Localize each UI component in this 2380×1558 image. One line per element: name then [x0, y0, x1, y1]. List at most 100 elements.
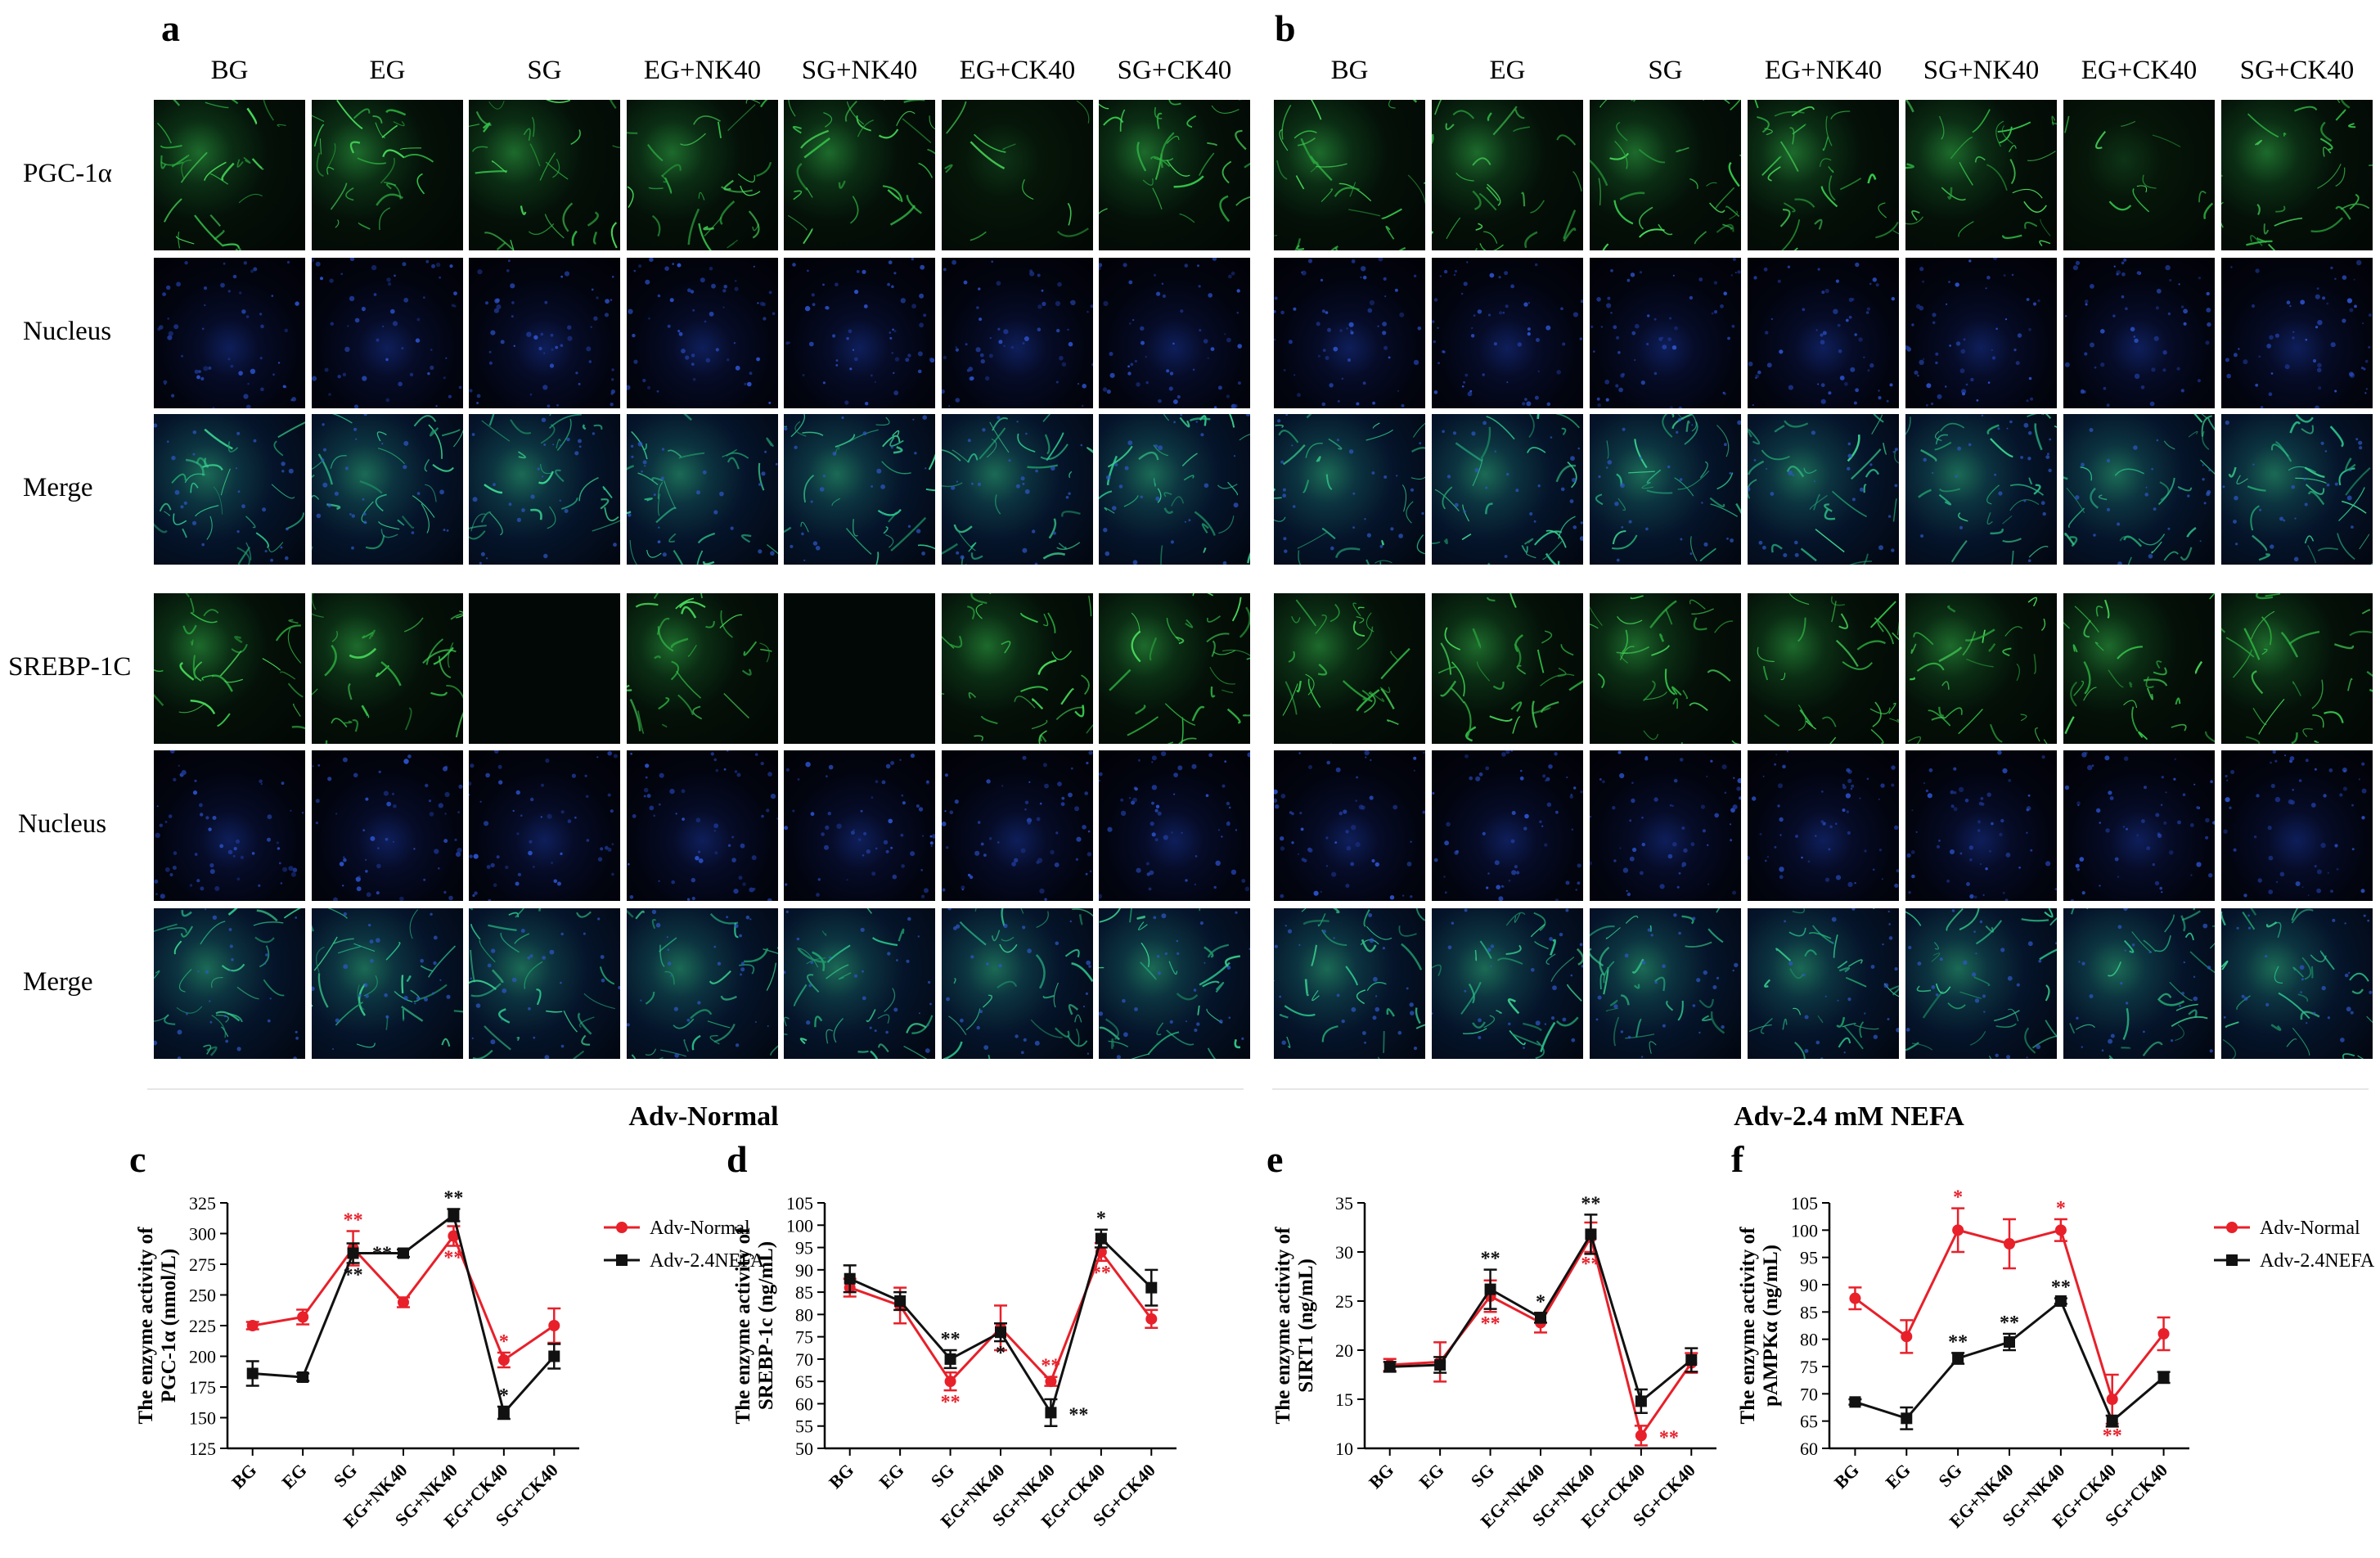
- column-label-b-0: BG: [1330, 56, 1369, 85]
- panel-letter-b: b: [1275, 7, 1296, 49]
- legend-label: Adv-2.4NEFA: [650, 1250, 765, 1272]
- data-point: [347, 1247, 359, 1259]
- micrograph-b-row4-col6: [2221, 750, 2373, 901]
- data-point: [2157, 1328, 2170, 1340]
- micrograph-a-row5-col3: [627, 908, 778, 1059]
- micrograph-a-row3-col5: [942, 593, 1093, 744]
- data-point: [1045, 1376, 1057, 1388]
- legend-label: Adv-2.4NEFA: [2260, 1250, 2375, 1272]
- y-tick-label: 95: [795, 1238, 813, 1259]
- micrograph-a-row3-col0: [154, 593, 305, 744]
- micrograph-a-row5-col2: [469, 908, 620, 1059]
- y-tick-label: 15: [1335, 1389, 1353, 1410]
- micrograph-a-row0-col6: [1099, 100, 1250, 250]
- micrograph-a-row4-col0: [154, 750, 305, 901]
- micrograph-b-row5-col6: [2221, 908, 2373, 1059]
- legend-marker: [2226, 1222, 2238, 1233]
- micrograph-a-row2-col0: [154, 414, 305, 565]
- micrograph-b-row2-col1: [1432, 414, 1583, 565]
- micrograph-b-row1-col5: [2063, 258, 2215, 408]
- column-label-a-1: EG: [369, 56, 406, 85]
- y-tick-label: 75: [795, 1327, 813, 1348]
- y-tick-label: 300: [189, 1224, 216, 1245]
- series-line-1: [252, 1213, 556, 1416]
- micrograph-a-row3-col2: [469, 593, 620, 744]
- micrograph-b-row0-col3: [1748, 100, 1899, 250]
- data-point: [1484, 1283, 1496, 1295]
- data-point: [497, 1407, 510, 1419]
- significance-marker: **: [1481, 1313, 1500, 1335]
- data-point: [1952, 1353, 1964, 1364]
- data-point: [844, 1272, 856, 1285]
- data-point: [2106, 1415, 2118, 1427]
- panel-letter-f: f: [1731, 1138, 1744, 1180]
- data-point: [2054, 1224, 2067, 1236]
- y-tick-label: 95: [1800, 1248, 1818, 1268]
- y-tick-label: 150: [189, 1408, 216, 1429]
- significance-marker: *: [2056, 1198, 2066, 1219]
- y-tick-label: 25: [1335, 1291, 1353, 1312]
- significance-marker: **: [443, 1248, 463, 1269]
- micrograph-a-row0-col4: [784, 100, 935, 250]
- significance-marker: **: [1069, 1404, 1088, 1425]
- data-point: [1849, 1292, 1861, 1304]
- micrograph-a-row2-col4: [784, 414, 935, 565]
- x-tick-label: EG: [875, 1460, 908, 1493]
- significance-marker: **: [1659, 1427, 1679, 1448]
- y-axis-label-line2: pAMPKα (ng/mL): [1760, 1245, 1782, 1407]
- y-tick-label: 85: [1800, 1302, 1818, 1322]
- y-tick-label: 125: [189, 1439, 216, 1459]
- y-tick-label: 80: [795, 1304, 813, 1325]
- data-point: [448, 1230, 460, 1242]
- y-tick-label: 60: [795, 1394, 813, 1414]
- micrograph-a-row1-col2: [469, 258, 620, 408]
- y-tick-label: 65: [795, 1371, 813, 1392]
- panel-letter-e: e: [1266, 1138, 1283, 1180]
- micrograph-a-row0-col2: [469, 100, 620, 250]
- data-point: [2004, 1238, 2015, 1250]
- x-tick-label: SG: [1467, 1460, 1498, 1491]
- micrograph-a-row1-col5: [942, 258, 1093, 408]
- significance-marker: **: [1481, 1249, 1500, 1270]
- micrograph-b-row5-col3: [1748, 908, 1899, 1059]
- significance-marker: **: [941, 1392, 961, 1413]
- column-label-b-2: SG: [1648, 56, 1683, 85]
- significance-marker: **: [2000, 1313, 2019, 1334]
- data-point: [1952, 1224, 1964, 1236]
- y-tick-label: 250: [189, 1286, 216, 1306]
- significance-marker: **: [344, 1265, 363, 1286]
- micrograph-a-row3-col4: [784, 593, 935, 744]
- micrograph-b-row0-col4: [1905, 100, 2057, 250]
- micrograph-b-row3-col3: [1748, 593, 1899, 744]
- micrograph-b-row3-col1: [1432, 593, 1583, 744]
- column-label-b-3: EG+NK40: [1764, 56, 1883, 85]
- y-tick-label: 10: [1335, 1439, 1353, 1459]
- y-tick-label: 85: [795, 1282, 813, 1303]
- data-point: [1383, 1361, 1396, 1373]
- legend-label: Adv-Normal: [650, 1218, 750, 1239]
- significance-marker: *: [499, 1331, 509, 1353]
- y-tick-label: 105: [1791, 1193, 1818, 1214]
- micrograph-b-row0-col0: [1274, 100, 1425, 250]
- y-axis-label-line1: The enzyme activity of: [135, 1227, 157, 1425]
- micrograph-a-row4-col5: [942, 750, 1093, 901]
- data-point: [1635, 1395, 1647, 1407]
- data-point: [246, 1367, 259, 1380]
- y-tick-label: 35: [1335, 1193, 1353, 1214]
- micrograph-a-row0-col0: [154, 100, 305, 250]
- micrograph-b-row3-col6: [2221, 593, 2373, 744]
- micrograph-a-row1-col6: [1099, 258, 1250, 408]
- row-label-4: Nucleus: [18, 809, 107, 839]
- data-point: [497, 1354, 510, 1366]
- data-point: [1145, 1281, 1158, 1294]
- x-tick-label: BG: [227, 1460, 260, 1493]
- data-point: [448, 1209, 460, 1221]
- data-point: [548, 1350, 560, 1362]
- y-tick-label: 20: [1335, 1340, 1353, 1361]
- x-tick-label: EG: [1882, 1460, 1914, 1493]
- data-point: [297, 1371, 309, 1383]
- micrograph-a-row5-col5: [942, 908, 1093, 1059]
- micrograph-a-row5-col0: [154, 908, 305, 1059]
- y-tick-label: 200: [189, 1347, 216, 1367]
